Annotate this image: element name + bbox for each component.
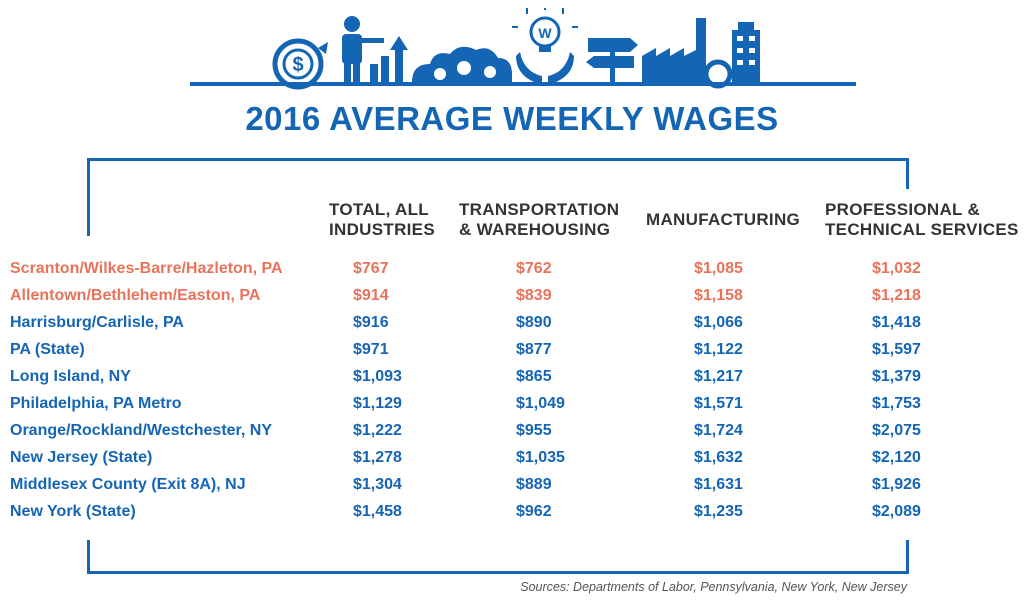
signpost-icon	[586, 38, 638, 82]
table-cell: $1,122	[694, 341, 743, 358]
table-cell: $1,304	[353, 476, 402, 493]
row-label: Philadelphia, PA Metro	[10, 395, 182, 412]
page-title: 2016 AVERAGE WEEKLY WAGES	[245, 100, 779, 137]
table-cell: $889	[516, 476, 552, 493]
table-bracket-bottom	[87, 540, 909, 574]
row-label: Long Island, NY	[10, 368, 131, 385]
table-cell: $1,278	[353, 449, 402, 466]
table-cell: $1,066	[694, 314, 743, 331]
table-cell: $1,093	[353, 368, 402, 385]
table-cell: $1,597	[872, 341, 921, 358]
building-icon	[732, 22, 760, 82]
table-cell: $865	[516, 368, 552, 385]
table-cell: $839	[516, 287, 552, 304]
table-cell: $971	[353, 341, 389, 358]
table-cell: $1,158	[694, 287, 743, 304]
table-cell: $762	[516, 260, 552, 277]
column-header-transportation: TRANSPORTATION & WAREHOUSING	[459, 200, 620, 239]
presenter-chart-icon	[342, 16, 408, 82]
table-cell: $962	[516, 503, 552, 520]
table-cell: $877	[516, 341, 552, 358]
source-note: Sources: Departments of Labor, Pennsylva…	[520, 580, 907, 594]
row-label: Allentown/Bethlehem/Easton, PA	[10, 287, 261, 304]
table-cell: $1,217	[694, 368, 743, 385]
row-label: Orange/Rockland/Westchester, NY	[10, 422, 273, 439]
table-cell: $1,753	[872, 395, 921, 412]
svg-text:$: $	[292, 54, 303, 76]
row-label: Harrisburg/Carlisle, PA	[10, 314, 184, 331]
table-cell: $1,379	[872, 368, 921, 385]
table-cell: $1,129	[353, 395, 402, 412]
table-bracket-top	[87, 158, 909, 249]
row-label: New York (State)	[10, 503, 136, 520]
table-cell: $2,089	[872, 503, 921, 520]
table-cell: $1,085	[694, 260, 743, 277]
table-cell: $767	[353, 260, 389, 277]
row-label: New Jersey (State)	[10, 449, 153, 466]
row-label: Scranton/Wilkes-Barre/Hazleton, PA	[10, 260, 283, 277]
header-illustration: $ W	[190, 8, 856, 90]
column-header-total: TOTAL, ALL INDUSTRIES	[329, 200, 435, 239]
table-cell: $1,218	[872, 287, 921, 304]
svg-text:W: W	[538, 25, 552, 41]
column-header-professional: PROFESSIONAL & TECHNICAL SERVICES	[825, 200, 1019, 239]
table-cell: $1,032	[872, 260, 921, 277]
table-cell: $916	[353, 314, 389, 331]
table-cell: $1,418	[872, 314, 921, 331]
table-cell: $1,235	[694, 503, 743, 520]
table-cell: $1,222	[353, 422, 402, 439]
table-cell: $890	[516, 314, 552, 331]
lightbulb-hands-icon: W	[512, 8, 578, 82]
table-cell: $1,571	[694, 395, 743, 412]
factory-icon	[642, 18, 733, 89]
row-label: Middlesex County (Exit 8A), NJ	[10, 476, 246, 493]
table-cell: $1,049	[516, 395, 565, 412]
table-cell: $1,035	[516, 449, 565, 466]
table-cell: $1,458	[353, 503, 402, 520]
table-cell: $1,632	[694, 449, 743, 466]
column-header-manufacturing: MANUFACTURING	[646, 210, 801, 229]
table-cell: $2,075	[872, 422, 921, 439]
table-cell: $1,724	[694, 422, 743, 439]
table-cell: $1,631	[694, 476, 743, 493]
baseline-rule	[190, 82, 856, 86]
table-cell: $914	[353, 287, 389, 304]
row-label: PA (State)	[10, 341, 85, 358]
table-cell: $2,120	[872, 449, 921, 466]
dollar-cycle-icon: $	[272, 38, 328, 90]
gears-cloud-icon	[412, 46, 512, 82]
table-cell: $1,926	[872, 476, 921, 493]
table-cell: $955	[516, 422, 552, 439]
